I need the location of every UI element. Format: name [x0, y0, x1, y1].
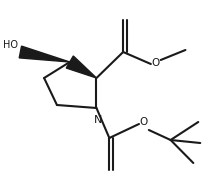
- Polygon shape: [66, 56, 97, 78]
- Text: O: O: [140, 117, 148, 127]
- Text: N: N: [94, 115, 103, 125]
- Polygon shape: [19, 46, 70, 62]
- Text: O: O: [152, 58, 160, 68]
- Text: HO: HO: [4, 40, 18, 50]
